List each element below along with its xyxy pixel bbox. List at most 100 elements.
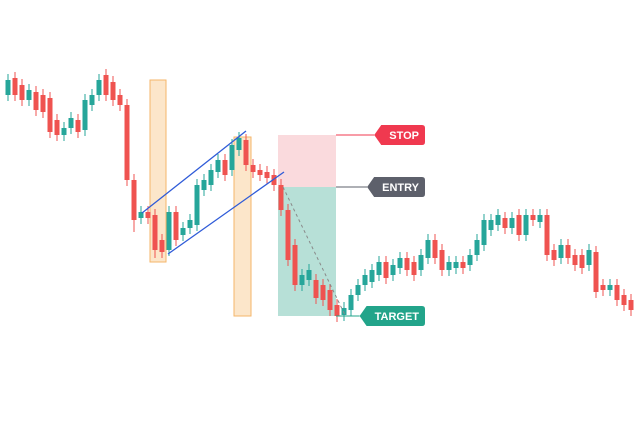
candle-body [530, 215, 536, 220]
candle-body [390, 265, 396, 275]
candle-body [579, 255, 585, 268]
stop-zone [278, 135, 336, 187]
candle-body [614, 285, 620, 300]
candle-body [285, 210, 291, 260]
candle-body [558, 245, 564, 258]
candle-body [117, 95, 123, 105]
candle-body [628, 300, 634, 310]
candle-body [516, 215, 522, 235]
candle-body [593, 252, 599, 292]
candle-body [250, 165, 256, 172]
candle-body [236, 138, 242, 150]
highlight-band [149, 79, 167, 263]
highlight-bands [149, 79, 252, 317]
candle-body [110, 82, 116, 100]
level-label: TARGET [375, 311, 420, 323]
candle-body [145, 212, 151, 218]
candle-body [292, 245, 298, 285]
candle-body [586, 250, 592, 265]
candle-body [432, 240, 438, 258]
candle-body [376, 262, 382, 275]
candle-body [474, 240, 480, 255]
candle-body [68, 118, 74, 128]
candle-body [369, 270, 375, 282]
candle-body [383, 262, 389, 278]
candle-body [502, 218, 508, 228]
candle-body [201, 180, 207, 190]
candle-body [264, 172, 270, 178]
candle-body [47, 98, 53, 132]
candle-body [103, 75, 109, 95]
candle-body [306, 270, 312, 280]
candle-body [96, 80, 102, 95]
candle-body [271, 175, 277, 185]
candle-body [278, 185, 284, 210]
candle-body [544, 215, 550, 255]
candle-body [229, 145, 235, 170]
candle-body [222, 160, 228, 175]
candle-body [173, 212, 179, 240]
candle-body [166, 212, 172, 250]
candle-body [61, 128, 67, 135]
level-tag [359, 306, 425, 326]
candle-body [131, 180, 137, 220]
candle-body [194, 185, 200, 225]
candle-body [537, 215, 543, 222]
candle-body [488, 220, 494, 230]
channel-line [141, 130, 247, 214]
candle-body [26, 90, 32, 100]
candle-body [152, 215, 158, 250]
candle-body [460, 262, 466, 268]
candle-body [453, 262, 459, 268]
candle-body [215, 160, 221, 172]
candle-body [481, 220, 487, 245]
channel-line [167, 171, 285, 255]
candle-body [467, 255, 473, 265]
candle-body [5, 80, 11, 95]
candle-body [565, 245, 571, 258]
candle-body [327, 290, 333, 310]
candle-body [187, 220, 193, 228]
candle-body [313, 280, 319, 298]
candle-body [334, 305, 340, 316]
candle-body [257, 170, 263, 175]
candle-body [299, 275, 305, 285]
candle-body [138, 212, 144, 218]
candle-body [418, 255, 424, 270]
candle-body [208, 170, 214, 185]
level-tag [367, 177, 425, 197]
candle-body [159, 240, 165, 252]
level-label: ENTRY [382, 182, 420, 194]
candle-body [572, 255, 578, 265]
candle-body [243, 140, 249, 165]
candle-body [523, 215, 529, 235]
candle-body [355, 285, 361, 295]
candle-body [341, 308, 347, 315]
candle-body [75, 120, 81, 132]
candle-body [439, 250, 445, 270]
candle-body [124, 105, 130, 180]
candle-body [551, 250, 557, 260]
candle-body [320, 285, 326, 300]
candle-body [19, 85, 25, 100]
highlight-band [233, 136, 252, 317]
candle-body [600, 285, 606, 290]
candle-body [33, 92, 39, 110]
candle-body [404, 258, 410, 270]
candle-body [509, 218, 515, 228]
level-tag [374, 125, 425, 145]
candle-body [621, 295, 627, 305]
candle-body [446, 262, 452, 270]
candle-body [411, 262, 417, 275]
candle-body [607, 285, 613, 290]
candle-body [12, 78, 18, 95]
level-label: STOP [389, 130, 419, 142]
candle-body [495, 215, 501, 225]
candle-body [180, 228, 186, 235]
candle-body [54, 120, 60, 135]
candle-body [89, 95, 95, 105]
candle-body [425, 240, 431, 258]
candle-body [362, 275, 368, 285]
candle-body [40, 95, 46, 112]
